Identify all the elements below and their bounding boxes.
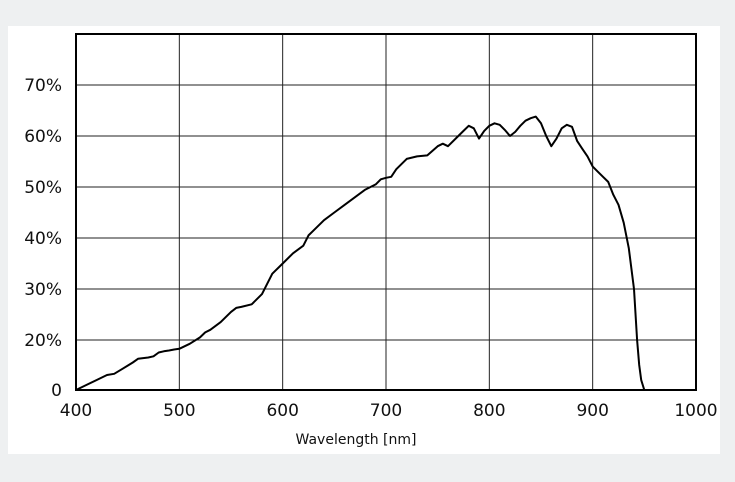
y-tick-label: 50% — [24, 178, 62, 198]
y-tick-label: 60% — [24, 127, 62, 147]
plot-frame — [75, 33, 697, 391]
chart-panel: Wavelength [nm] 400 500 600 700 800 900 1000 0 2… — [8, 26, 720, 454]
y-tick-label: 30% — [24, 280, 62, 300]
x-tick-label: 600 — [266, 401, 298, 421]
series-line-0 — [75, 115, 646, 391]
x-tick-label: 400 — [60, 401, 92, 421]
x-tick-label: 800 — [473, 401, 505, 421]
gridlines — [76, 34, 696, 390]
y-tick-label: 20% — [24, 331, 62, 351]
x-tick-label: 1000 — [674, 401, 717, 421]
x-axis-title: Wavelength [nm] — [296, 432, 417, 448]
chart-svg: Wavelength [nm] 400 500 600 700 800 900 1000 0 2… — [24, 33, 718, 448]
x-tick-label: 700 — [370, 401, 402, 421]
y-tick-label: 70% — [24, 76, 62, 96]
x-tick-label: 900 — [576, 401, 608, 421]
y-tick-label: 0 — [51, 381, 62, 401]
y-tick-label: 40% — [24, 229, 62, 249]
x-tick-label: 500 — [163, 401, 195, 421]
